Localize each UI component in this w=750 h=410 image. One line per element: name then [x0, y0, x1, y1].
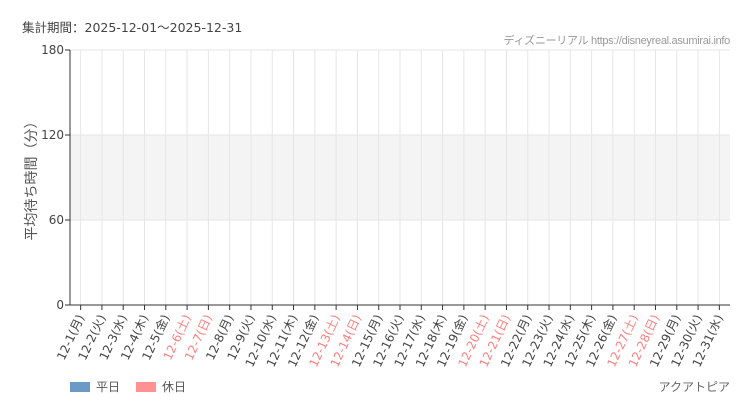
period-label: 集計期間：2025-12-01～2025-12-31	[22, 20, 243, 35]
legend-swatch-holiday	[136, 381, 157, 392]
y-axis-label: 平均待ち時間（分）	[24, 115, 40, 241]
credit-label: ディズニーリアル https://disneyreal.asumirai.inf…	[503, 35, 731, 47]
legend-swatch-weekday	[70, 381, 90, 392]
legend-label-holiday: 休日	[162, 380, 187, 394]
y-tick-label: 180	[41, 43, 64, 57]
legend-holiday[interactable]: 休日	[136, 378, 186, 395]
attraction-name: アクアトピア	[658, 380, 730, 394]
y-tick-label: 120	[41, 128, 64, 142]
legend-weekday[interactable]: 平日	[70, 378, 120, 395]
legend-label-weekday: 平日	[96, 380, 121, 394]
legend: 平日 休日	[70, 378, 186, 395]
y-tick-label: 0	[56, 298, 64, 312]
y-tick-label: 60	[49, 213, 64, 227]
